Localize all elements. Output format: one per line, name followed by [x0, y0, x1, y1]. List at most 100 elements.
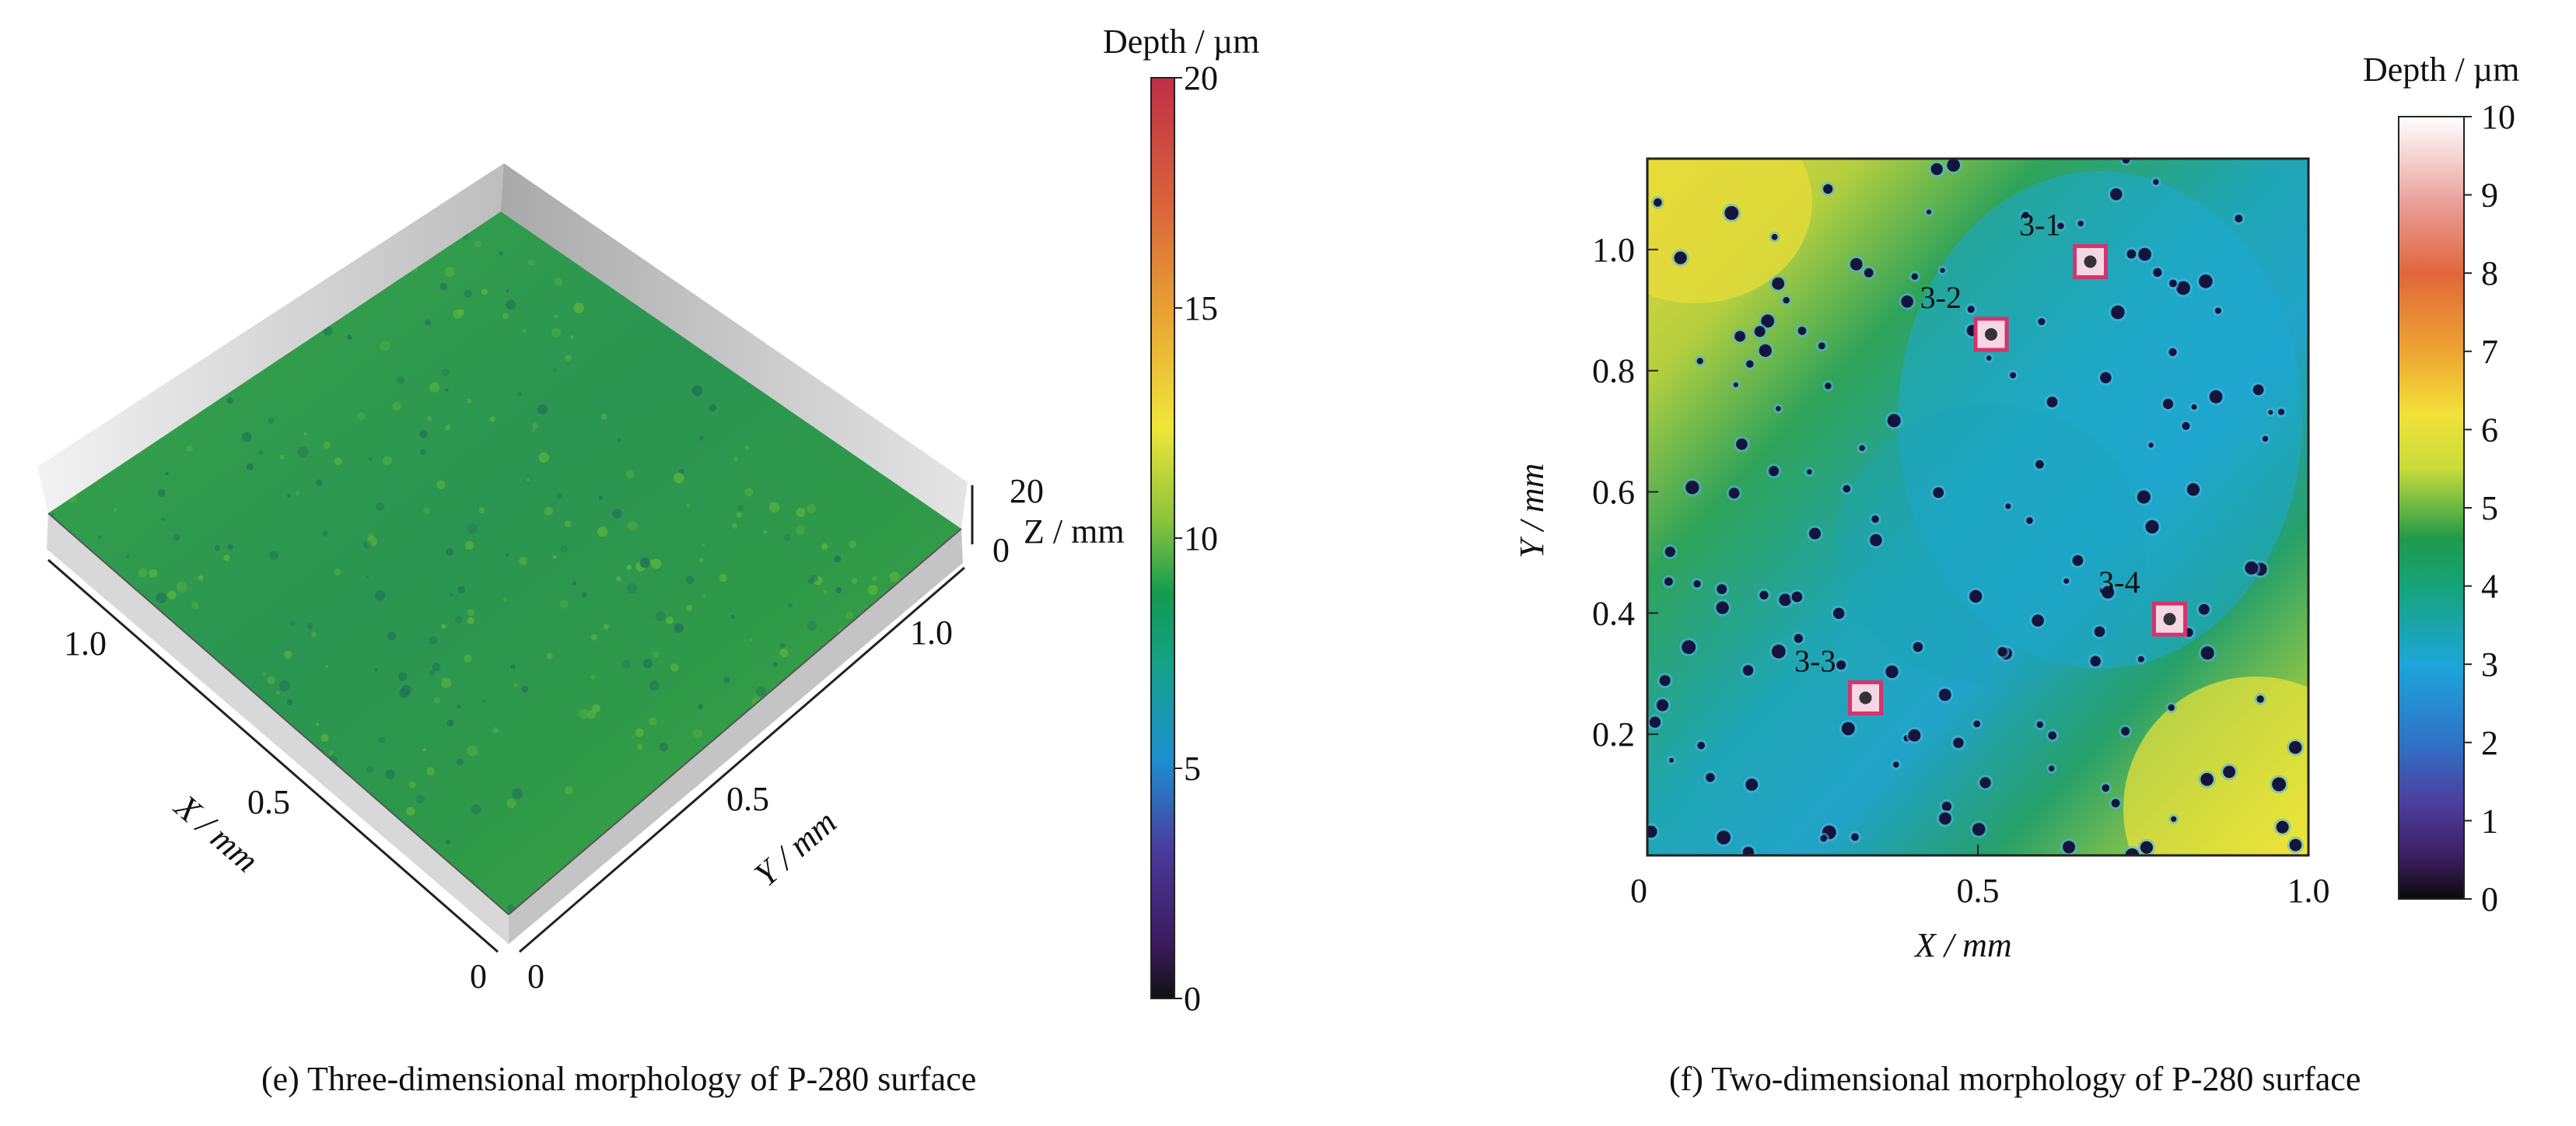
surface-texture: [51, 233, 919, 913]
surface-spot: [444, 425, 451, 431]
surface-spot: [439, 282, 448, 291]
pore: [2200, 773, 2214, 786]
map-y-tick-label: 0.6: [1592, 474, 1635, 512]
surface-spot: [779, 649, 789, 658]
colorbar-tick-label: 0: [1184, 980, 1201, 1018]
surface-spot: [598, 495, 604, 500]
marker-label-3-4: 3-4: [2098, 565, 2140, 600]
pore: [2100, 372, 2112, 383]
pore: [2235, 215, 2243, 222]
pore: [1947, 159, 1960, 172]
pore: [2153, 179, 2159, 185]
pore: [2191, 404, 2197, 410]
surface-spot: [156, 592, 167, 603]
pore: [1669, 757, 1674, 763]
surface-spot: [635, 728, 644, 737]
surface-spot: [698, 435, 704, 441]
pore: [1926, 209, 1932, 215]
surface-spot: [505, 552, 509, 558]
surface-spot: [537, 404, 548, 414]
surface-spot: [457, 309, 464, 316]
surface-spot: [392, 401, 401, 411]
pore: [1717, 584, 1727, 594]
pore: [1769, 466, 1780, 477]
surface-spot: [626, 565, 632, 571]
pore: [1901, 295, 1913, 308]
pore: [2162, 398, 2174, 410]
colorbar-e-ticks: 0 5 10 15 20: [1174, 59, 1218, 1018]
pore: [2223, 765, 2236, 778]
surface-spot: [835, 587, 842, 593]
pore: [1716, 601, 1729, 614]
pore: [1864, 268, 1874, 278]
pore: [2138, 247, 2151, 261]
pore: [2026, 517, 2033, 524]
surface-spot: [564, 520, 572, 527]
pore: [2199, 275, 2213, 288]
pore: [2121, 726, 2130, 736]
surface-spot: [191, 601, 199, 610]
surface-spot: [642, 659, 653, 669]
surface-spot: [737, 512, 743, 518]
pore: [2111, 305, 2125, 320]
surface-spot: [834, 555, 842, 563]
surface-spot: [590, 634, 597, 641]
caption-e: (e) Three-dimensional morphology of P-28…: [261, 1060, 976, 1098]
pore: [1938, 688, 1951, 701]
pore: [1870, 533, 1882, 547]
map-texture: [1647, 159, 2308, 855]
surface-spot: [649, 680, 660, 691]
surface-spot: [306, 623, 313, 629]
surface-spot: [114, 508, 118, 512]
surface-spot: [763, 530, 768, 534]
surface-spot: [426, 767, 435, 776]
surface-spot: [149, 569, 158, 578]
pore: [2102, 784, 2110, 792]
pore: [2032, 614, 2044, 627]
surface-spot: [691, 385, 703, 397]
surface-spot: [286, 493, 292, 498]
map-axes-ticks: 0 0.5 1.0 0.2 0.4 0.6 0.8 1.0: [1592, 231, 2330, 910]
surface-spot: [198, 575, 204, 581]
surface-top: [48, 212, 961, 914]
surface-spot: [363, 540, 372, 549]
surface-spot: [546, 652, 553, 659]
surface-spot: [366, 536, 377, 547]
pore: [1728, 488, 1740, 499]
pore: [2077, 220, 2084, 227]
pore: [2036, 721, 2043, 729]
pore: [1696, 358, 1703, 365]
surface-spot: [441, 624, 446, 629]
colorbar-tick-label: 1: [2481, 802, 2498, 840]
surface-spot: [334, 457, 342, 466]
surface-spot: [385, 769, 395, 779]
surface-spot: [366, 575, 369, 579]
axis-y-line: [519, 566, 965, 953]
surface-spot: [573, 302, 584, 313]
map-y-tick-label: 0.2: [1592, 715, 1635, 754]
surface-spot: [532, 428, 536, 432]
surface-spot: [97, 535, 101, 539]
surface-spot: [269, 551, 278, 561]
surface-spot: [165, 471, 169, 476]
panel-e-3d-morphology: 1.0 0.5 0 X / mm 0 0.5 1.0 Y / mm 20 0 Z…: [37, 23, 1259, 1098]
surface-spot: [157, 488, 166, 498]
map-x-tick-label: 0.5: [1957, 872, 2000, 910]
surface-spot: [719, 574, 727, 582]
surface-spot: [466, 398, 472, 404]
surface-spot: [552, 367, 558, 372]
surface-spot: [559, 600, 569, 609]
surface-spot: [686, 503, 691, 508]
surface-spot: [378, 736, 386, 744]
surface-spot: [852, 578, 858, 584]
colorbar-f-ticks: 0 1 2 3 4 5 6 7 8 9 10: [2464, 98, 2515, 918]
pore: [1887, 414, 1901, 428]
surface-spot: [779, 642, 786, 649]
surface-spot: [526, 477, 530, 482]
marker-pore-3-4: [2163, 613, 2176, 626]
map-y-tick-label: 0.4: [1592, 594, 1635, 632]
surface-spot: [409, 782, 416, 789]
pore: [2277, 408, 2285, 415]
surface-spot: [551, 327, 562, 337]
